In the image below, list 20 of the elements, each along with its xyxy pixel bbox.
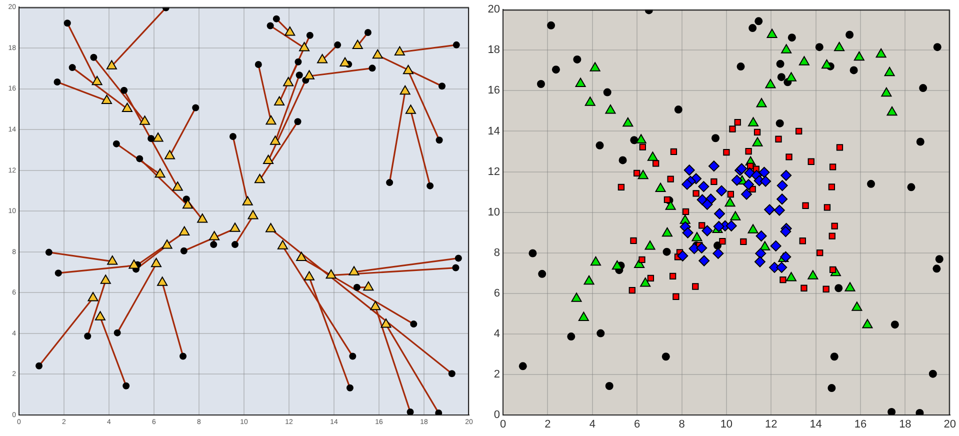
x-tick-label: 8 <box>678 418 685 431</box>
x-tick-label: 2 <box>544 418 551 431</box>
y-tick-label: 8 <box>494 246 500 259</box>
x-tick-label: 10 <box>720 418 733 431</box>
y-tick-label: 4 <box>494 328 500 340</box>
x-tick-label: 20 <box>944 418 956 431</box>
y-tick-label: 20 <box>488 4 500 16</box>
x-tick-label: 6 <box>634 418 640 431</box>
y-tick-label: 16 <box>488 84 500 97</box>
x-tick-label: 16 <box>854 418 867 431</box>
x-tick-label: 4 <box>589 418 596 431</box>
y-tick-label: 18 <box>488 44 500 56</box>
y-tick-label: 10 <box>488 206 500 218</box>
y-tick-label: 6 <box>494 287 500 300</box>
y-tick-label: 14 <box>488 125 500 138</box>
x-tick-label: 14 <box>810 418 822 431</box>
x-tick-label: 12 <box>765 418 778 431</box>
x-tick-label: 18 <box>899 418 912 431</box>
y-tick-label: 12 <box>488 166 500 178</box>
y-tick-label: 2 <box>494 368 500 380</box>
